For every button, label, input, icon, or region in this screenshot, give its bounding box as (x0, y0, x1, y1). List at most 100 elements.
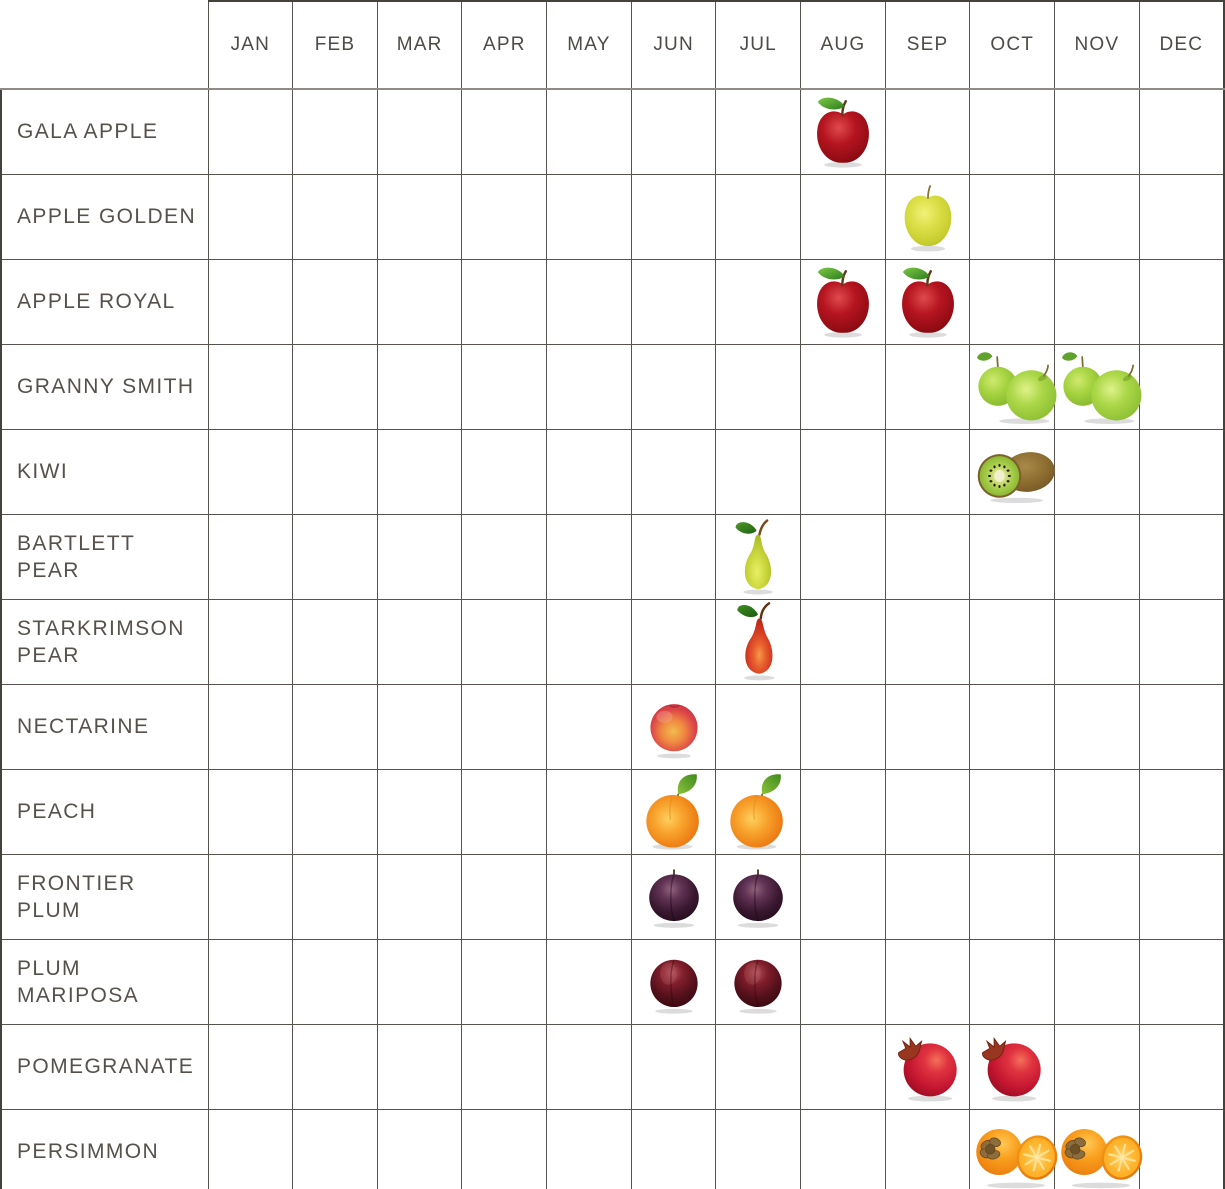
grid-cell-oct (969, 1109, 1058, 1189)
grid-cell-oct (969, 259, 1056, 345)
grid-cell-feb (292, 769, 378, 855)
grid-cell-oct (969, 854, 1056, 940)
grid-cell-jun (630, 854, 717, 940)
grid-cell-nov (1054, 259, 1140, 345)
grid-cell-may (546, 429, 632, 515)
grid-cell-oct (969, 514, 1056, 600)
grid-cell-oct (969, 939, 1056, 1025)
row-label: BARTLETT PEAR (0, 514, 209, 600)
red-pear-icon (737, 602, 775, 681)
grid-cell-dec (1138, 259, 1225, 345)
grid-cell-nov (1054, 1024, 1140, 1110)
grid-cell-aug (800, 259, 886, 345)
grid-cell-mar (376, 599, 463, 685)
month-header-may: MAY (546, 0, 632, 90)
grid-cell-may (546, 854, 632, 940)
pomegranate-icon (897, 1036, 957, 1102)
grid-cell-aug (800, 344, 886, 430)
grid-cell-may (546, 259, 632, 345)
grid-cell-jan (207, 599, 294, 685)
fruit-row-gala-apple: GALA APPLE (0, 88, 1225, 175)
grid-cell-mar (376, 939, 463, 1025)
grid-cell-jul (715, 854, 802, 940)
month-header-apr: APR (461, 0, 548, 90)
fruit-row-apple-golden: APPLE GOLDEN (0, 174, 1225, 260)
grid-cell-dec (1138, 684, 1225, 770)
grid-cell-apr (461, 939, 548, 1025)
grid-cell-jul (715, 174, 802, 260)
grid-cell-mar (376, 1109, 463, 1189)
grid-cell-sep (884, 514, 971, 600)
grid-cell-may (546, 599, 632, 685)
grid-cell-jun (630, 88, 717, 175)
grid-cell-apr (461, 1109, 548, 1189)
grid-cell-jan (207, 1024, 294, 1110)
grid-cell-nov (1054, 769, 1140, 855)
month-header-dec: DEC (1138, 0, 1225, 90)
grid-cell-dec (1138, 429, 1225, 515)
grid-cell-nov (1054, 514, 1140, 600)
grid-cell-mar (376, 88, 463, 175)
row-label: PERSIMMON (0, 1109, 209, 1189)
persimmon-icon (976, 1129, 1058, 1189)
grid-cell-feb (292, 88, 378, 175)
row-label: PLUM MARIPOSA (0, 939, 209, 1025)
grid-cell-jan (207, 939, 294, 1025)
fruit-row-plum-mariposa: PLUM MARIPOSA (0, 939, 1225, 1025)
grid-cell-jun (630, 344, 717, 430)
month-header-nov: NOV (1054, 0, 1140, 90)
row-label: APPLE ROYAL (0, 259, 209, 345)
grid-cell-jan (207, 684, 294, 770)
grid-cell-feb (292, 684, 378, 770)
month-header-oct: OCT (969, 0, 1056, 90)
fruit-row-peach: PEACH (0, 769, 1225, 855)
grid-cell-feb (292, 1109, 378, 1189)
grid-cell-apr (461, 514, 548, 600)
grid-cell-jun (630, 174, 717, 260)
grid-cell-may (546, 174, 632, 260)
grid-cell-jun (630, 684, 717, 770)
month-header-mar: MAR (376, 0, 463, 90)
grid-cell-aug (800, 429, 886, 515)
grid-cell-dec (1138, 599, 1225, 685)
dark-plum-icon (733, 869, 784, 928)
grid-cell-oct (969, 88, 1056, 175)
grid-cell-feb (292, 344, 378, 430)
grid-cell-nov (1054, 684, 1140, 770)
nectarine-icon (650, 704, 698, 759)
grid-cell-oct (969, 1024, 1056, 1110)
grid-cell-nov (1054, 1109, 1143, 1189)
grid-cell-aug (800, 1024, 886, 1110)
grid-cell-jan (207, 344, 294, 430)
red-apple-icon (816, 97, 869, 168)
row-label: FRONTIER PLUM (0, 854, 209, 940)
grid-cell-mar (376, 174, 463, 260)
grid-cell-apr (461, 344, 548, 430)
grid-cell-mar (376, 514, 463, 600)
grid-cell-sep (884, 684, 971, 770)
grid-cell-sep (884, 1024, 971, 1110)
grid-cell-nov (1054, 854, 1140, 940)
grid-cell-apr (461, 259, 548, 345)
grid-cell-oct (969, 684, 1056, 770)
grid-cell-apr (461, 429, 548, 515)
grid-cell-may (546, 514, 632, 600)
grid-cell-feb (292, 429, 378, 515)
grid-cell-jun (630, 939, 717, 1025)
grid-cell-may (546, 939, 632, 1025)
grid-cell-feb (292, 1024, 378, 1110)
grid-cell-nov (1054, 429, 1140, 515)
grid-cell-apr (461, 1024, 548, 1110)
grid-cell-aug (800, 599, 886, 685)
row-label: GALA APPLE (0, 88, 209, 175)
month-header-jun: JUN (630, 0, 717, 90)
grid-cell-jun (630, 259, 717, 345)
grid-cell-oct (969, 344, 1057, 430)
grid-cell-jun (630, 1109, 717, 1189)
row-label: KIWI (0, 429, 209, 515)
fruit-row-apple-royal: APPLE ROYAL (0, 259, 1225, 345)
row-label: PEACH (0, 769, 209, 855)
grid-cell-apr (461, 769, 548, 855)
grid-cell-jul (715, 684, 802, 770)
